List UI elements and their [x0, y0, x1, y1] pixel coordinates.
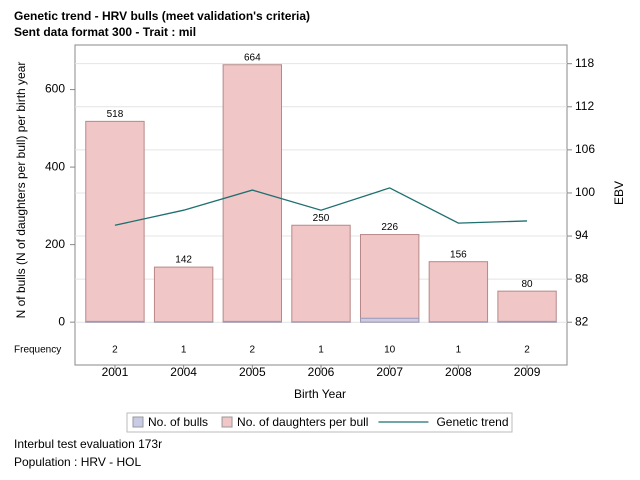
frequency-value: 1 — [181, 345, 187, 356]
x-tick-label: 2007 — [376, 365, 403, 379]
legend-swatch — [221, 416, 233, 428]
footnote: Population : HRV - HOL — [14, 455, 141, 469]
frequency-value: 1 — [318, 345, 324, 356]
y-tick-label: 600 — [45, 82, 65, 96]
legend-label: No. of bulls — [148, 415, 208, 429]
data-label: 226 — [381, 222, 398, 233]
data-label: 80 — [521, 279, 533, 290]
x-axis-title: Birth Year — [294, 387, 346, 401]
bar — [85, 320, 145, 323]
y2-tick-label: 100 — [575, 185, 595, 199]
chart-title: Genetic trend - HRV bulls (meet validati… — [14, 9, 310, 23]
bar — [85, 120, 145, 323]
data-label: 142 — [175, 255, 192, 266]
bar — [222, 64, 283, 323]
bar — [497, 320, 557, 323]
x-tick-label: 2009 — [514, 365, 541, 379]
legend — [126, 412, 513, 433]
x-tick-label: 2005 — [239, 365, 266, 379]
bar — [291, 224, 351, 323]
data-label: 156 — [450, 249, 467, 260]
data-label: 664 — [244, 52, 261, 63]
y2-tick-label: 118 — [575, 56, 594, 70]
frequency-value: 2 — [524, 345, 530, 356]
frequency-value: 10 — [384, 345, 396, 356]
y-tick-label: 400 — [45, 159, 65, 173]
x-tick-label: 2001 — [102, 365, 129, 379]
bar — [497, 290, 557, 323]
bar — [428, 261, 489, 323]
y2-tick-label: 106 — [575, 142, 595, 156]
data-label: 250 — [313, 213, 330, 224]
legend-swatch — [132, 416, 144, 428]
y2-axis-title: EBV — [612, 181, 626, 205]
frequency-value: 2 — [250, 345, 256, 356]
legend-label: Genetic trend — [436, 415, 508, 429]
x-tick-label: 2006 — [308, 365, 335, 379]
bar — [222, 320, 283, 323]
y2-tick-label: 82 — [575, 314, 589, 328]
bar — [153, 266, 214, 323]
y2-tick-label: 88 — [575, 271, 589, 285]
frequency-value: 1 — [456, 345, 462, 356]
trend-line — [114, 187, 528, 226]
chart-subtitle: Sent data format 300 - Trait : mil — [14, 25, 196, 39]
y-axis-title: N of bulls (N of daughters per bull) per… — [14, 62, 28, 319]
bar — [359, 317, 420, 323]
y-tick-label: 0 — [58, 314, 65, 328]
y2-tick-label: 112 — [575, 99, 594, 113]
footnote: Interbul test evaluation 173r — [14, 437, 162, 451]
bar — [359, 234, 420, 323]
y-tick-label: 200 — [45, 237, 65, 251]
frequency-label: Frequency — [14, 345, 61, 356]
x-tick-label: 2004 — [170, 365, 197, 379]
frequency-value: 2 — [112, 345, 118, 356]
data-label: 518 — [107, 109, 124, 120]
x-tick-label: 2008 — [445, 365, 472, 379]
legend-label: No. of daughters per bull — [237, 415, 368, 429]
y2-tick-label: 94 — [575, 228, 589, 242]
